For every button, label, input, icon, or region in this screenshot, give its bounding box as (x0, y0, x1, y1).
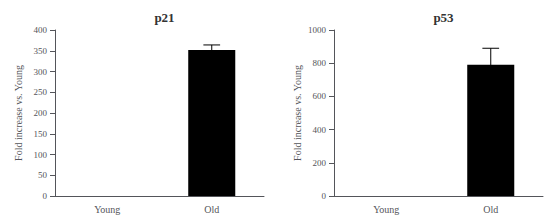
svg-text:p53: p53 (433, 10, 454, 25)
svg-text:400: 400 (313, 125, 327, 135)
svg-text:Young: Young (373, 204, 399, 215)
svg-text:200: 200 (313, 158, 327, 168)
svg-text:Fold increase vs. Young: Fold increase vs. Young (13, 65, 24, 161)
svg-text:350: 350 (34, 46, 48, 56)
svg-text:600: 600 (313, 91, 327, 101)
svg-text:0: 0 (322, 191, 327, 201)
svg-text:200: 200 (34, 108, 48, 118)
svg-text:Old: Old (204, 204, 219, 215)
svg-text:250: 250 (34, 87, 48, 97)
svg-text:Young: Young (94, 204, 120, 215)
svg-text:400: 400 (34, 25, 48, 35)
svg-text:300: 300 (34, 67, 48, 77)
svg-text:150: 150 (34, 129, 48, 139)
svg-text:50: 50 (38, 170, 48, 180)
svg-text:Old: Old (483, 204, 498, 215)
svg-text:p21: p21 (154, 10, 174, 25)
svg-text:800: 800 (313, 58, 327, 68)
svg-text:100: 100 (34, 150, 48, 160)
svg-text:1000: 1000 (308, 25, 327, 35)
svg-text:0: 0 (43, 191, 48, 201)
svg-text:Fold increase vs. Young: Fold increase vs. Young (292, 65, 303, 161)
